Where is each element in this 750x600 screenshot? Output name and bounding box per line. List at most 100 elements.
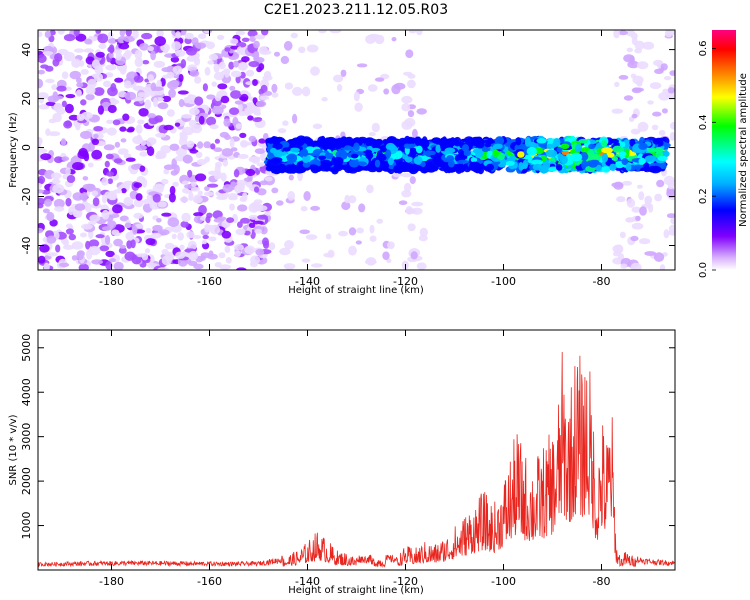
heatmap-cell bbox=[187, 169, 193, 178]
heatmap-cell bbox=[228, 185, 234, 191]
heatmap-cell bbox=[54, 53, 63, 62]
heatmap-cell bbox=[185, 47, 197, 56]
heatmap-cell bbox=[124, 251, 136, 261]
snr-ytick-label: 4000 bbox=[20, 378, 33, 406]
heatmap-cell bbox=[217, 83, 228, 90]
heatmap-cell bbox=[197, 33, 207, 39]
heatmap-cell bbox=[524, 137, 532, 147]
heatmap-cell bbox=[239, 196, 247, 202]
heatmap-cell bbox=[38, 175, 46, 185]
heatmap-cell bbox=[224, 69, 230, 78]
heatmap-cell bbox=[252, 79, 258, 86]
heatmap-cell bbox=[419, 227, 428, 237]
heatmap-cell bbox=[626, 198, 636, 208]
spectrogram-xtick-label: -160 bbox=[197, 275, 222, 288]
heatmap-cell bbox=[163, 124, 174, 131]
heatmap-cell bbox=[416, 108, 428, 115]
heatmap-cell bbox=[236, 183, 244, 188]
heatmap-cell bbox=[333, 156, 344, 166]
heatmap-cell bbox=[161, 255, 172, 266]
snr-xtick-label: -120 bbox=[393, 575, 418, 588]
heatmap-cell bbox=[324, 140, 332, 149]
heatmap-cell bbox=[44, 30, 52, 38]
heatmap-cell bbox=[224, 245, 231, 253]
heatmap-cell bbox=[156, 218, 162, 223]
heatmap-cell bbox=[643, 162, 650, 170]
heatmap-cell bbox=[426, 162, 435, 168]
heatmap-cell bbox=[367, 84, 378, 92]
heatmap-cell bbox=[215, 161, 223, 168]
heatmap-cell bbox=[630, 262, 642, 270]
heatmap-cell bbox=[291, 86, 303, 96]
heatmap-cell bbox=[113, 158, 123, 164]
heatmap-cell bbox=[134, 49, 143, 60]
heatmap-cell bbox=[99, 245, 110, 252]
heatmap-cell bbox=[189, 69, 200, 77]
heatmap-cell bbox=[339, 165, 349, 171]
heatmap-cell bbox=[61, 71, 69, 79]
heatmap-cell bbox=[669, 121, 675, 130]
heatmap-cell bbox=[493, 143, 503, 149]
heatmap-cell bbox=[182, 180, 189, 185]
heatmap-cell bbox=[206, 116, 217, 126]
heatmap-cell bbox=[240, 90, 249, 96]
heatmap-cell bbox=[261, 30, 269, 36]
heatmap-cell bbox=[216, 171, 223, 179]
heatmap-cell bbox=[186, 231, 195, 239]
heatmap-cell bbox=[52, 112, 62, 123]
heatmap-cell bbox=[505, 160, 515, 166]
heatmap-cell bbox=[664, 30, 673, 38]
heatmap-cell bbox=[139, 165, 146, 172]
heatmap-cell bbox=[204, 156, 210, 163]
heatmap-cell bbox=[65, 228, 74, 235]
heatmap-cell bbox=[277, 164, 286, 172]
heatmap-cell bbox=[601, 166, 611, 173]
heatmap-cell bbox=[65, 167, 71, 176]
heatmap-cell bbox=[101, 209, 110, 220]
heatmap-cell bbox=[413, 156, 423, 165]
heatmap-cell bbox=[376, 218, 384, 224]
heatmap-cell bbox=[284, 240, 294, 250]
heatmap-cell bbox=[240, 217, 250, 224]
heatmap-cell bbox=[382, 251, 390, 260]
heatmap-cell bbox=[125, 231, 135, 241]
heatmap-cell bbox=[253, 40, 260, 49]
heatmap-cell bbox=[282, 120, 289, 126]
heatmap-cell bbox=[619, 231, 626, 239]
heatmap-cell bbox=[625, 217, 635, 223]
heatmap-cell bbox=[661, 108, 668, 114]
heatmap-cell bbox=[612, 145, 623, 153]
heatmap-cell bbox=[356, 63, 368, 68]
snr-ylabel: SNR (10 * v/v) bbox=[8, 414, 19, 485]
heatmap-cell bbox=[157, 201, 167, 208]
heatmap-cell bbox=[263, 71, 272, 79]
heatmap-cell bbox=[652, 138, 661, 145]
heatmap-cell bbox=[241, 56, 250, 63]
heatmap-cell bbox=[203, 141, 212, 149]
heatmap-cell bbox=[407, 73, 416, 79]
heatmap-cell bbox=[131, 163, 141, 170]
heatmap-cell bbox=[118, 247, 127, 254]
heatmap-cell bbox=[286, 153, 298, 163]
heatmap-cell bbox=[358, 203, 366, 213]
heatmap-cell bbox=[87, 162, 94, 168]
heatmap-cell bbox=[456, 159, 469, 164]
heatmap-cell bbox=[371, 143, 381, 149]
heatmap-cell bbox=[95, 234, 105, 239]
heatmap-cell bbox=[556, 146, 563, 153]
heatmap-cell bbox=[484, 143, 492, 148]
heatmap-cell bbox=[410, 251, 418, 260]
heatmap-cell bbox=[237, 204, 248, 212]
heatmap-cell bbox=[38, 227, 44, 234]
heatmap-cell bbox=[69, 70, 82, 80]
heatmap-cell bbox=[518, 162, 524, 171]
heatmap-cell bbox=[119, 64, 127, 75]
heatmap-cell bbox=[254, 148, 266, 155]
heatmap-cell bbox=[82, 183, 95, 190]
heatmap-cell bbox=[175, 31, 181, 39]
heatmap-cell bbox=[179, 244, 185, 251]
heatmap-cell bbox=[78, 263, 89, 270]
heatmap-cell bbox=[107, 31, 114, 39]
heatmap-cell bbox=[393, 165, 400, 174]
